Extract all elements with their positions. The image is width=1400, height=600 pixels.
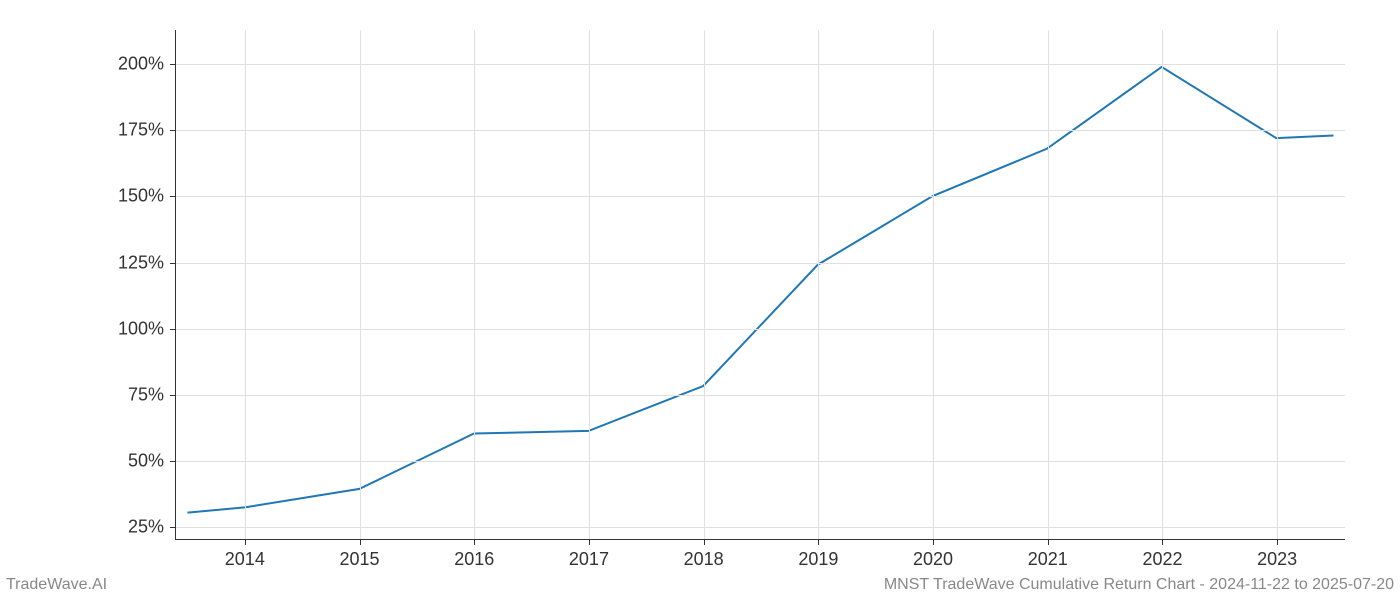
- y-tick: [170, 64, 176, 65]
- x-axis-label: 2021: [1028, 549, 1068, 570]
- grid-line-vertical: [474, 30, 475, 539]
- y-tick: [170, 527, 176, 528]
- x-axis-label: 2023: [1257, 549, 1297, 570]
- grid-line-horizontal: [176, 395, 1345, 396]
- y-tick: [170, 395, 176, 396]
- x-tick: [1162, 539, 1163, 545]
- x-axis-label: 2014: [225, 549, 265, 570]
- y-axis-label: 200%: [118, 54, 164, 75]
- grid-line-vertical: [589, 30, 590, 539]
- x-axis-label: 2018: [684, 549, 724, 570]
- x-tick: [1048, 539, 1049, 545]
- x-axis-label: 2022: [1142, 549, 1182, 570]
- grid-line-horizontal: [176, 130, 1345, 131]
- y-axis-label: 75%: [128, 384, 164, 405]
- grid-line-vertical: [704, 30, 705, 539]
- footer-left-text: TradeWave.AI: [6, 576, 107, 594]
- grid-line-vertical: [1162, 30, 1163, 539]
- y-axis-label: 175%: [118, 120, 164, 141]
- footer-right-text: MNST TradeWave Cumulative Return Chart -…: [884, 576, 1394, 594]
- y-axis-label: 100%: [118, 318, 164, 339]
- line-chart-svg: [176, 30, 1345, 539]
- grid-line-vertical: [245, 30, 246, 539]
- x-axis-label: 2020: [913, 549, 953, 570]
- x-axis-label: 2017: [569, 549, 609, 570]
- chart-container: 2014201520162017201820192020202120222023…: [175, 30, 1345, 540]
- x-axis-label: 2016: [454, 549, 494, 570]
- x-axis-label: 2015: [339, 549, 379, 570]
- y-tick: [170, 461, 176, 462]
- grid-line-vertical: [1048, 30, 1049, 539]
- grid-line-horizontal: [176, 196, 1345, 197]
- y-axis-label: 150%: [118, 186, 164, 207]
- y-axis-label: 25%: [128, 516, 164, 537]
- grid-line-horizontal: [176, 329, 1345, 330]
- grid-line-vertical: [818, 30, 819, 539]
- y-tick: [170, 329, 176, 330]
- grid-line-horizontal: [176, 64, 1345, 65]
- y-tick: [170, 263, 176, 264]
- y-tick: [170, 196, 176, 197]
- x-tick: [360, 539, 361, 545]
- grid-line-horizontal: [176, 461, 1345, 462]
- x-tick: [474, 539, 475, 545]
- grid-line-vertical: [933, 30, 934, 539]
- plot-area: 2014201520162017201820192020202120222023…: [175, 30, 1345, 540]
- x-tick: [1277, 539, 1278, 545]
- x-tick: [589, 539, 590, 545]
- x-tick: [245, 539, 246, 545]
- x-axis-label: 2019: [798, 549, 838, 570]
- grid-line-horizontal: [176, 527, 1345, 528]
- y-tick: [170, 130, 176, 131]
- x-tick: [704, 539, 705, 545]
- y-axis-label: 125%: [118, 252, 164, 273]
- y-axis-label: 50%: [128, 450, 164, 471]
- grid-line-vertical: [1277, 30, 1278, 539]
- x-tick: [818, 539, 819, 545]
- grid-line-horizontal: [176, 263, 1345, 264]
- grid-line-vertical: [360, 30, 361, 539]
- x-tick: [933, 539, 934, 545]
